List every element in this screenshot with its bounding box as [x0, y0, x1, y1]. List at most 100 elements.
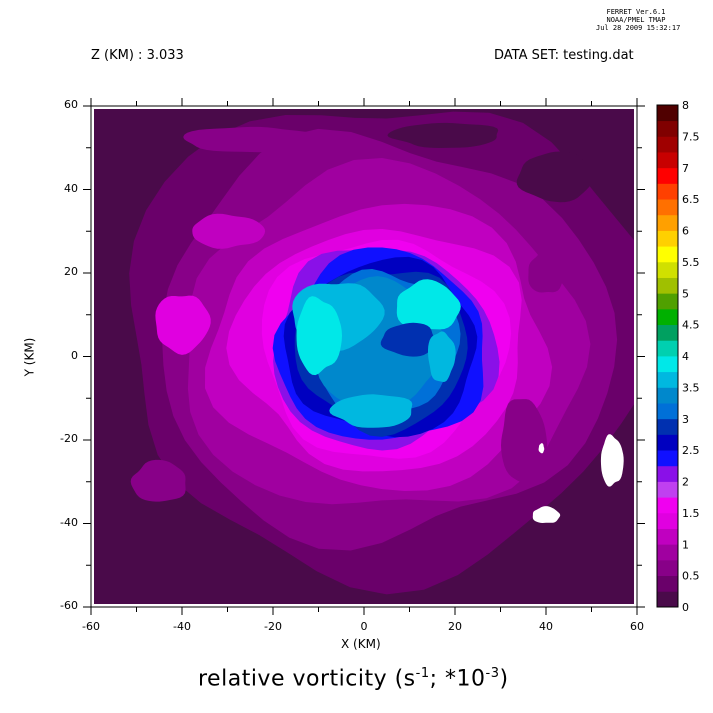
core-feature-3 [380, 322, 437, 357]
colorbar-label: 3.5 [682, 381, 700, 394]
colorbar-label: 2 [682, 476, 689, 489]
colorbar-label: 4 [682, 350, 689, 363]
colorbar-swatch [657, 105, 678, 122]
colorbar-label: 1.5 [682, 507, 700, 520]
x-tick-label: 0 [360, 620, 368, 633]
colorbar-swatch [657, 559, 678, 577]
title-mid: ; *10 [429, 666, 486, 692]
core-feature-1 [296, 296, 342, 376]
missing-data-patch-0 [600, 434, 624, 487]
chart-title: relative vorticity (s-1; *10-3) [198, 666, 509, 691]
x-tick-label: -60 [82, 620, 100, 633]
colorbar-swatch [657, 450, 678, 467]
colorbar-label: 6.5 [682, 193, 700, 206]
outer-patch-6 [501, 399, 548, 483]
outer-patch-2 [528, 250, 565, 293]
x-tick-label: 60 [630, 620, 644, 633]
missing-data-patch-1 [532, 506, 561, 523]
y-axis-ticks [83, 105, 645, 608]
colorbar-swatch [657, 512, 678, 529]
colorbar-label: 7 [682, 162, 689, 175]
title-exp-1: -1 [415, 666, 430, 681]
colorbar-swatch [657, 152, 678, 169]
colorbar-swatch [657, 497, 678, 514]
stamp-line-2: NOAA/PMEL TMAP [606, 16, 666, 24]
colorbar-label: 3 [682, 413, 689, 426]
colorbar-label: 4.5 [682, 319, 700, 332]
colorbar-swatch [657, 167, 678, 184]
y-tick-label: 40 [64, 181, 78, 195]
outer-patch-4 [387, 122, 499, 148]
colorbar-swatch [657, 371, 678, 388]
colorbar-swatch [657, 199, 678, 216]
y-tick-label: 60 [64, 98, 78, 111]
colorbar-label: 6 [682, 225, 689, 238]
outer-patch-0 [155, 295, 211, 355]
colorbar-swatch [657, 246, 678, 263]
contour-field [129, 111, 634, 595]
x-axis-ticks [90, 98, 638, 615]
ferret-stamp: FERRET Ver.6.1 NOAA/PMEL TMAP Jul 28 200… [596, 8, 681, 32]
title-main: relative vorticity (s [198, 666, 416, 692]
colorbar-label: 7.5 [682, 130, 700, 143]
y-tick-label: -40 [60, 515, 78, 529]
colorbar-swatch [657, 183, 678, 200]
core-feature-5 [428, 331, 456, 382]
colorbar-swatch [657, 575, 678, 592]
colorbar-swatch [657, 418, 678, 435]
colorbar-swatch [657, 481, 678, 498]
colorbar-swatch [657, 214, 678, 231]
x-tick-label: -20 [264, 620, 282, 633]
colorbar-label: 0 [682, 601, 689, 614]
colorbar-swatch [657, 544, 678, 561]
colorbar-label: 0.5 [682, 570, 700, 583]
colorbar-label: 5 [682, 287, 689, 300]
title-end: ) [499, 666, 509, 692]
outer-patch-7 [130, 459, 186, 502]
dataset-label: DATA SET: testing.dat [494, 48, 634, 63]
colorbar-swatch [657, 261, 678, 278]
colorbar-swatch [657, 340, 678, 357]
colorbar-swatch [657, 465, 678, 482]
colorbar-swatch [657, 324, 678, 341]
y-tick-label: -60 [60, 599, 78, 612]
outer-patch-1 [192, 213, 266, 249]
colorbar-label: 8 [682, 99, 689, 112]
title-exp-2: -3 [485, 666, 500, 681]
colorbar-swatch [657, 528, 678, 545]
colorbar-swatch [657, 434, 678, 451]
colorbar-swatch [657, 403, 678, 420]
colorbar-label: 1 [682, 538, 689, 551]
y-tick-label: -20 [60, 432, 78, 445]
outer-patch-5 [183, 126, 322, 153]
x-tick-label: 20 [448, 620, 462, 633]
stamp-line-1: FERRET Ver.6.1 [606, 8, 666, 16]
colorbar-swatch [657, 308, 678, 326]
y-tick-label: 0 [71, 348, 78, 362]
core-feature-2 [396, 279, 461, 330]
y-axis-title: Y (KM) [22, 337, 37, 377]
x-tick-label: -40 [173, 620, 191, 633]
colorbar-swatch [657, 277, 678, 294]
colorbar-label: 5.5 [682, 256, 700, 269]
colorbar-swatch [657, 591, 678, 608]
colorbar-swatch [657, 356, 678, 373]
z-level-label: Z (KM) : 3.033 [91, 48, 184, 63]
colorbar-swatch [657, 120, 678, 137]
colorbar-swatch [657, 293, 678, 310]
colorbar-swatch [657, 387, 678, 404]
colorbar [656, 104, 679, 608]
colorbar-swatch [657, 136, 678, 153]
stamp-line-3: Jul 28 2009 15:32:17 [596, 24, 681, 32]
x-tick-label: 40 [539, 620, 553, 633]
colorbar-label: 2.5 [682, 444, 700, 457]
colorbar-labels: 8 7.5 7 6.5 6 5.5 5 4.5 4 3.5 3 2.5 2 1.5 1 0.5 0 [682, 99, 700, 614]
x-axis-title: X (KM) [341, 637, 381, 651]
outer-patch-3 [516, 151, 592, 203]
colorbar-swatch [657, 230, 678, 247]
core-feature-4 [329, 394, 413, 428]
missing-data-patch-2 [538, 443, 545, 454]
colorbar-frame [656, 104, 679, 608]
y-tick-label: 20 [64, 265, 78, 278]
